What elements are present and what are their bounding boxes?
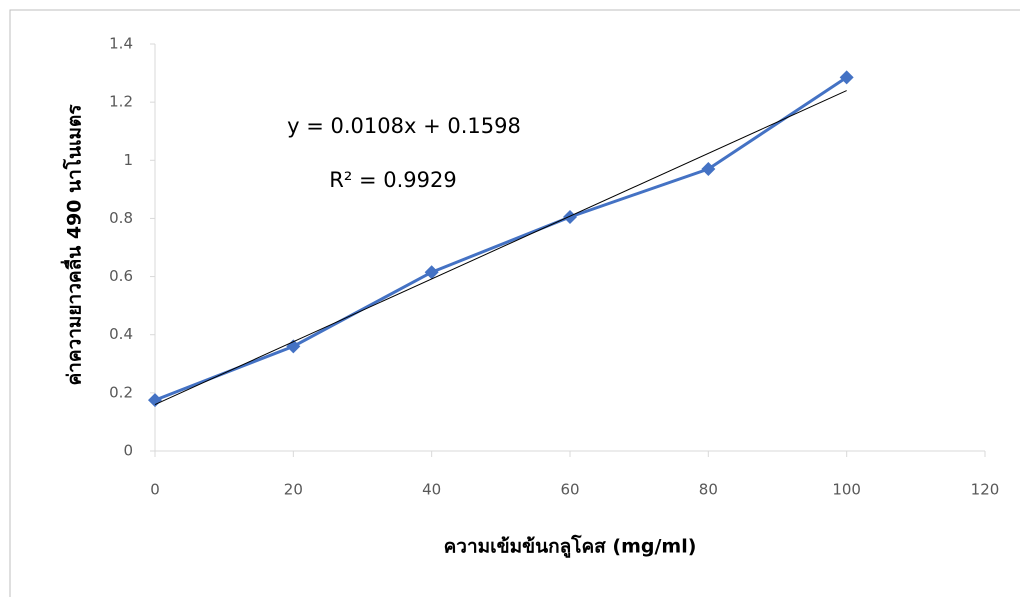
x-tick-label: 100 xyxy=(832,481,861,499)
marker xyxy=(563,210,577,224)
y-tick-label: 0.8 xyxy=(109,209,133,227)
y-tick-label: 0.2 xyxy=(109,383,133,401)
x-axis-title: ความเข้มข้นกลูโคส (mg/ml) xyxy=(444,535,697,559)
y-tick-label: 0 xyxy=(123,442,133,460)
x-tick-label: 80 xyxy=(699,481,718,499)
x-tick-label: 40 xyxy=(422,481,441,499)
y-axis-title: ค่าความยาวคลื่น 490 นาโนเมตร xyxy=(61,104,86,386)
marker xyxy=(148,393,162,407)
y-tick-label: 1.4 xyxy=(109,35,133,53)
x-tick-label: 20 xyxy=(284,481,303,499)
chart: y = 0.0108x + 0.1598 R² = 0.9929 ความเข้… xyxy=(0,0,1020,597)
y-tick-label: 0.4 xyxy=(109,325,133,343)
x-tick-label: 0 xyxy=(150,481,160,499)
y-tick-label: 0.6 xyxy=(109,267,133,285)
r-squared: R² = 0.9929 xyxy=(329,168,456,192)
x-tick-label: 120 xyxy=(971,481,1000,499)
y-tick-label: 1.2 xyxy=(109,93,133,111)
chart-frame xyxy=(10,10,1020,597)
page: y = 0.0108x + 0.1598 R² = 0.9929 ความเข้… xyxy=(0,0,1020,597)
equation: y = 0.0108x + 0.1598 xyxy=(287,114,521,138)
x-tick-label: 60 xyxy=(560,481,579,499)
y-tick-label: 1 xyxy=(123,151,133,169)
